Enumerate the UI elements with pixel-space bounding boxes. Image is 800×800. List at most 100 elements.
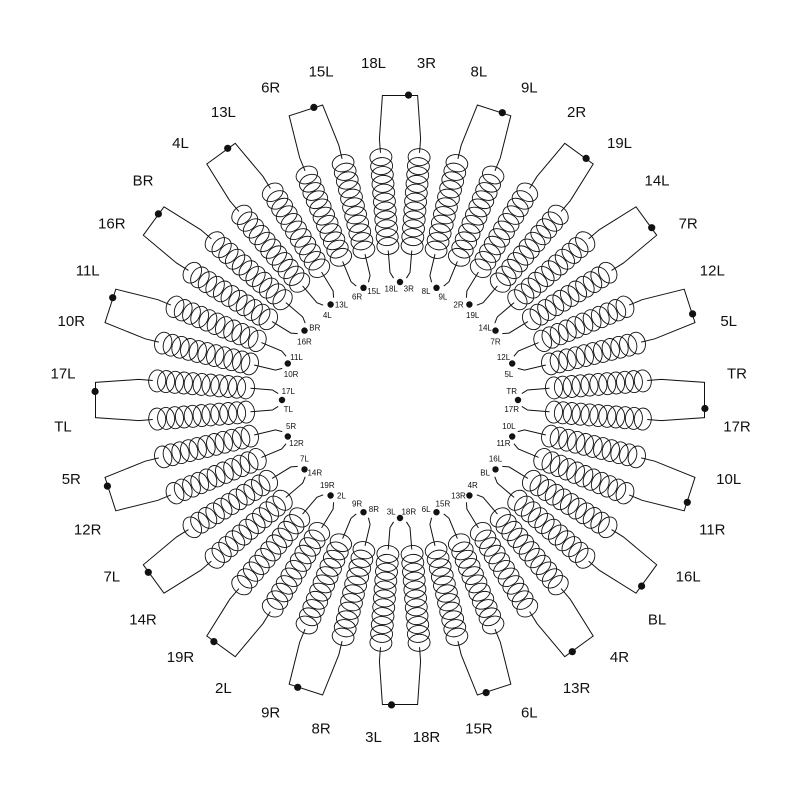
outer-bracket-wire bbox=[529, 588, 594, 658]
coil-loop bbox=[371, 174, 395, 193]
inner-terminal-dot bbox=[284, 360, 291, 367]
coil-loop bbox=[303, 529, 326, 549]
inner-lead-wire bbox=[521, 405, 550, 413]
inner-lead-wire bbox=[476, 285, 498, 306]
inner-label: 16R bbox=[297, 338, 312, 347]
coil-loop bbox=[566, 316, 585, 339]
coil-loop bbox=[601, 338, 620, 361]
terminal-dot bbox=[294, 683, 302, 691]
terminal-dot bbox=[568, 648, 576, 656]
coil-loop bbox=[495, 514, 517, 535]
terminal-dot bbox=[701, 404, 709, 413]
coil-loop bbox=[527, 507, 548, 529]
coil-loop bbox=[346, 214, 370, 233]
inner-lead-wire bbox=[405, 250, 413, 279]
coil-loop bbox=[544, 294, 565, 317]
outer-label: 9L bbox=[521, 80, 538, 97]
coil-loop bbox=[265, 283, 286, 305]
inner-label: 13R bbox=[451, 492, 466, 501]
coil-loop bbox=[228, 401, 247, 425]
inner-label: 16L bbox=[489, 455, 503, 464]
coil-loop bbox=[245, 513, 266, 534]
coil-loop bbox=[562, 402, 581, 425]
outer-label: 11R bbox=[699, 521, 726, 538]
coil-loop bbox=[567, 497, 587, 520]
inner-lead-wire bbox=[342, 261, 357, 287]
outer-bracket-wire bbox=[628, 457, 696, 512]
coil-loop bbox=[461, 215, 484, 234]
coil-loop bbox=[441, 610, 465, 629]
coil-loop bbox=[544, 483, 565, 506]
coil-loop bbox=[283, 265, 305, 286]
inner-lead-wire bbox=[517, 364, 547, 371]
coil-loop bbox=[166, 370, 184, 394]
coil-loop bbox=[493, 560, 515, 580]
coil-loop bbox=[541, 451, 561, 474]
coil-loop bbox=[553, 375, 572, 399]
coil bbox=[400, 148, 431, 255]
outer-bracket-wire bbox=[588, 206, 658, 271]
coil-loop bbox=[610, 441, 629, 465]
coil-loop bbox=[530, 554, 552, 575]
coil-loop bbox=[225, 248, 246, 270]
coil-loop bbox=[206, 433, 225, 456]
coil-loop bbox=[513, 534, 534, 555]
coil bbox=[231, 507, 311, 596]
outer-label: 2L bbox=[215, 680, 232, 697]
coil bbox=[533, 295, 635, 353]
coil-loop bbox=[350, 549, 374, 568]
coil-loop bbox=[580, 373, 599, 397]
coil-loop bbox=[558, 348, 577, 372]
terminal-dot bbox=[91, 387, 99, 396]
coil bbox=[148, 369, 255, 400]
inner-label: 19R bbox=[320, 481, 335, 490]
coil-loop bbox=[316, 215, 339, 234]
inner-label: 10L bbox=[502, 422, 516, 431]
coil bbox=[545, 369, 652, 400]
coil-loop bbox=[558, 428, 577, 452]
inner-terminal-dot bbox=[509, 360, 516, 367]
coil-loop bbox=[582, 507, 603, 529]
coil-loop bbox=[223, 458, 242, 481]
coil-loop bbox=[192, 372, 211, 396]
coil-loop bbox=[219, 402, 238, 425]
coil-loop bbox=[403, 201, 427, 220]
coil-loop bbox=[237, 568, 259, 589]
coil-loop bbox=[248, 554, 270, 575]
coil-loop bbox=[220, 285, 240, 307]
coil-loop bbox=[402, 571, 426, 590]
coil-loop bbox=[201, 373, 220, 397]
coil-loop bbox=[326, 541, 349, 561]
coil bbox=[165, 295, 267, 353]
coil-loop bbox=[215, 316, 234, 339]
inner-terminal-dot bbox=[433, 509, 440, 516]
coil-loop bbox=[190, 305, 210, 329]
coil-loop bbox=[180, 338, 199, 361]
coil bbox=[331, 154, 376, 259]
coil-loop bbox=[465, 206, 488, 226]
outer-label: 12R bbox=[74, 521, 102, 538]
coil-loop bbox=[280, 567, 303, 587]
outer-bracket-wire bbox=[647, 378, 705, 422]
coil bbox=[204, 489, 293, 569]
inner-label: TR bbox=[506, 387, 517, 396]
coil bbox=[424, 541, 469, 646]
coil-loop bbox=[157, 370, 176, 394]
coil-loop bbox=[277, 258, 299, 280]
inner-label: 17L bbox=[282, 387, 296, 396]
coil-loop bbox=[439, 601, 462, 620]
inner-lead-wire bbox=[364, 517, 371, 547]
coil-loop bbox=[219, 375, 238, 398]
coil-loop bbox=[426, 232, 450, 251]
coil-loop bbox=[231, 254, 252, 276]
coil-loop bbox=[251, 303, 271, 326]
inner-terminal-dot bbox=[492, 327, 499, 334]
coil-loop bbox=[501, 520, 523, 542]
inner-label: BR bbox=[309, 323, 320, 332]
coil-loop bbox=[571, 374, 590, 398]
coil-loop bbox=[322, 549, 346, 569]
coil-ring bbox=[148, 148, 652, 652]
coil bbox=[182, 469, 278, 539]
coil-loop bbox=[211, 541, 232, 563]
coil bbox=[369, 148, 400, 255]
